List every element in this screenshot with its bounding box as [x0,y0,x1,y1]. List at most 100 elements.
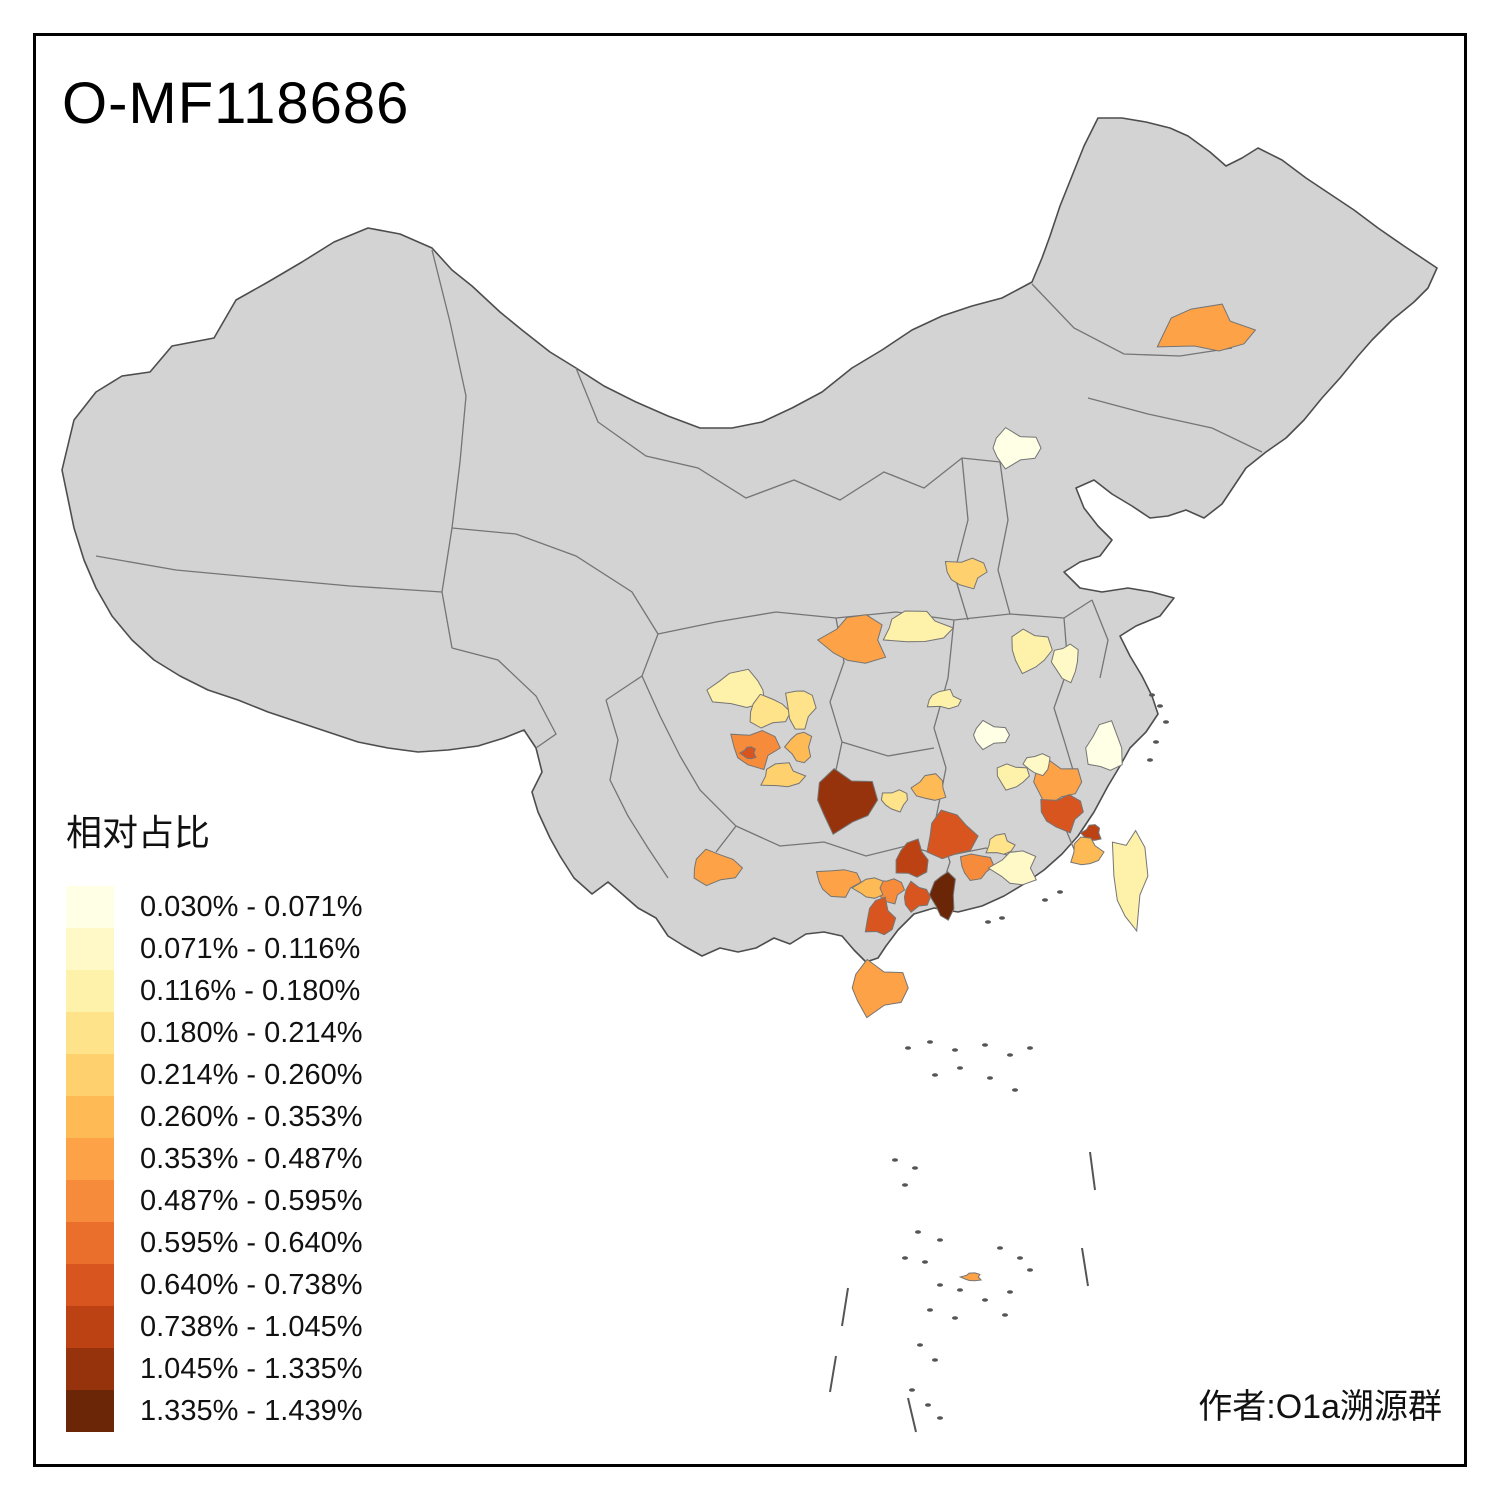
legend-label: 1.335% - 1.439% [140,1394,363,1427]
map-region [903,880,931,913]
map-region [910,773,947,801]
legend-label: 0.116% - 0.180% [140,974,361,1007]
legend-swatch [66,928,114,970]
map-region [851,958,909,1019]
legend-label: 0.180% - 0.214% [140,1016,363,1049]
legend-swatch [66,1390,114,1432]
legend-item: 1.045% - 1.335% [66,1348,362,1390]
island-dot [1042,898,1048,902]
map-region [926,688,962,710]
map-region [972,719,1011,751]
map-region [760,762,807,788]
island-dot [1157,704,1163,708]
legend-swatch [66,886,114,928]
legend-item: 0.071% - 0.116% [66,928,362,970]
boundary-dash [907,1397,917,1433]
boundary-dash [829,1355,837,1393]
legend: 相对占比 0.030% - 0.071% 0.071% - 0.116% 0.116… [66,804,362,1432]
map-region [926,809,979,860]
legend-swatch [66,1054,114,1096]
island-dot [952,1048,958,1052]
legend-label: 0.260% - 0.353% [140,1100,363,1133]
island-dot [952,1316,958,1320]
legend-swatch [66,1348,114,1390]
map-region [1070,836,1105,866]
legend-item: 0.180% - 0.214% [66,1012,362,1054]
legend-label: 1.045% - 1.335% [140,1352,363,1385]
legend-item: 0.214% - 0.260% [66,1054,362,1096]
boundary-dash [841,1287,849,1327]
legend-swatch [66,1138,114,1180]
map-region [987,850,1037,886]
island-dot [922,1260,928,1264]
island-dot [925,1403,931,1407]
attribution: 作者:O1a溯源群 [1198,1388,1442,1426]
legend-swatch [66,1306,114,1348]
map-region [895,838,929,878]
map-region [785,690,817,730]
map-region [1040,794,1084,834]
legend-item: 0.260% - 0.353% [66,1096,362,1138]
island-dot [909,1388,915,1392]
map-region [985,833,1016,855]
legend-items: 0.030% - 0.071% 0.071% - 0.116% 0.116% - 0… [66,886,362,1432]
island-dot [937,1416,943,1420]
map-region [992,426,1042,470]
map-region [996,763,1030,791]
legend-label: 0.640% - 0.738% [140,1268,363,1301]
legend-swatch [66,1264,114,1306]
legend-label: 0.030% - 0.071% [140,890,363,923]
island-dot [902,1256,908,1260]
legend-title: 相对占比 [66,812,211,853]
island-dot [937,1283,943,1287]
island-dot [917,1343,923,1347]
island-dot [932,1073,938,1077]
island-dot [1153,740,1159,744]
island-dot [1163,720,1169,724]
boundary-dash [1089,1151,1096,1191]
island-dot [1147,758,1153,762]
legend-item: 0.640% - 0.738% [66,1264,362,1306]
island-dot [997,1246,1003,1250]
map-region [944,557,988,590]
map-region [783,731,813,764]
map-region [749,693,792,729]
legend-swatch [66,1222,114,1264]
map-region [816,614,887,664]
island-dot [927,1040,933,1044]
island-dot [985,920,991,924]
island-dot [915,1230,921,1234]
map-region [1111,829,1149,933]
legend-item: 0.353% - 0.487% [66,1138,362,1180]
island-dot [1007,1290,1013,1294]
island-dot [982,1298,988,1302]
map-region [864,896,897,936]
legend-swatch [66,1096,114,1138]
legend-item: 0.738% - 1.045% [66,1306,362,1348]
island-dot [982,1043,988,1047]
map-region [958,1272,983,1282]
legend-label: 0.214% - 0.260% [140,1058,363,1091]
legend-swatch [66,970,114,1012]
map-region [1079,824,1102,841]
legend-label: 0.595% - 0.640% [140,1226,363,1259]
sea-boundary-dashes [829,1151,1096,1433]
legend-label: 0.353% - 0.487% [140,1142,363,1175]
island-dot [905,1046,911,1050]
island-dot [1002,1313,1008,1317]
map-region [880,789,908,813]
island-dot [1149,693,1155,697]
map-region [959,853,995,882]
boundary-dash [1081,1247,1089,1287]
legend-label: 0.487% - 0.595% [140,1184,363,1217]
legend-label: 0.738% - 1.045% [140,1310,363,1343]
map-region [882,610,955,643]
map-region [738,746,757,760]
map-region [851,877,884,899]
highlighted-prefectures [693,303,1257,1282]
map-region [1011,628,1053,675]
island-dot [1007,1053,1013,1057]
island-dot [932,1358,938,1362]
island-dot [892,1158,898,1162]
